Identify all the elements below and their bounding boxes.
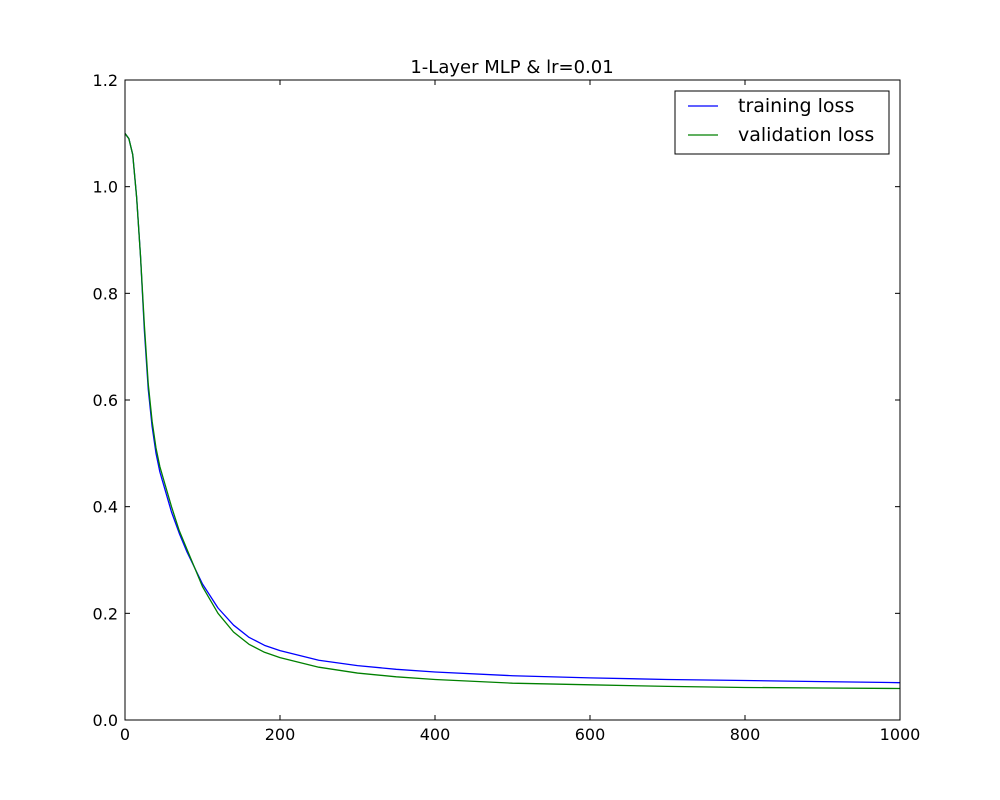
y-tick-label: 1.0	[93, 178, 118, 197]
legend: training loss validation loss	[674, 90, 890, 155]
legend-box	[674, 90, 890, 155]
x-tick-label: 400	[420, 725, 451, 744]
y-tick-label: 1.2	[93, 71, 118, 90]
x-tick-label: 1000	[880, 725, 921, 744]
legend-label-training-loss: training loss	[738, 95, 854, 117]
ticks-layer: 0 200 400 600 800 1000 0.0 0.2 0.4 0.6 0.8 1.0 1.2	[93, 71, 921, 744]
x-tick-label: 600	[575, 725, 606, 744]
y-tick-label: 0.8	[93, 284, 118, 303]
legend-label-validation-loss: validation loss	[738, 124, 874, 146]
y-tick-label: 0.6	[93, 391, 118, 410]
series-line-validation-loss	[124, 132, 901, 690]
y-tick-label: 0.2	[93, 604, 118, 623]
series-layer	[124, 132, 901, 690]
y-tick-label: 0.0	[93, 711, 118, 730]
y-tick-label: 0.4	[93, 498, 118, 517]
series-line-training-loss	[124, 132, 901, 684]
x-tick-label: 200	[265, 725, 296, 744]
chart-title: 1-Layer MLP & lr=0.01	[410, 57, 613, 78]
x-tick-label: 0	[120, 725, 130, 744]
x-tick-label: 800	[730, 725, 761, 744]
plot-frame	[124, 79, 901, 721]
